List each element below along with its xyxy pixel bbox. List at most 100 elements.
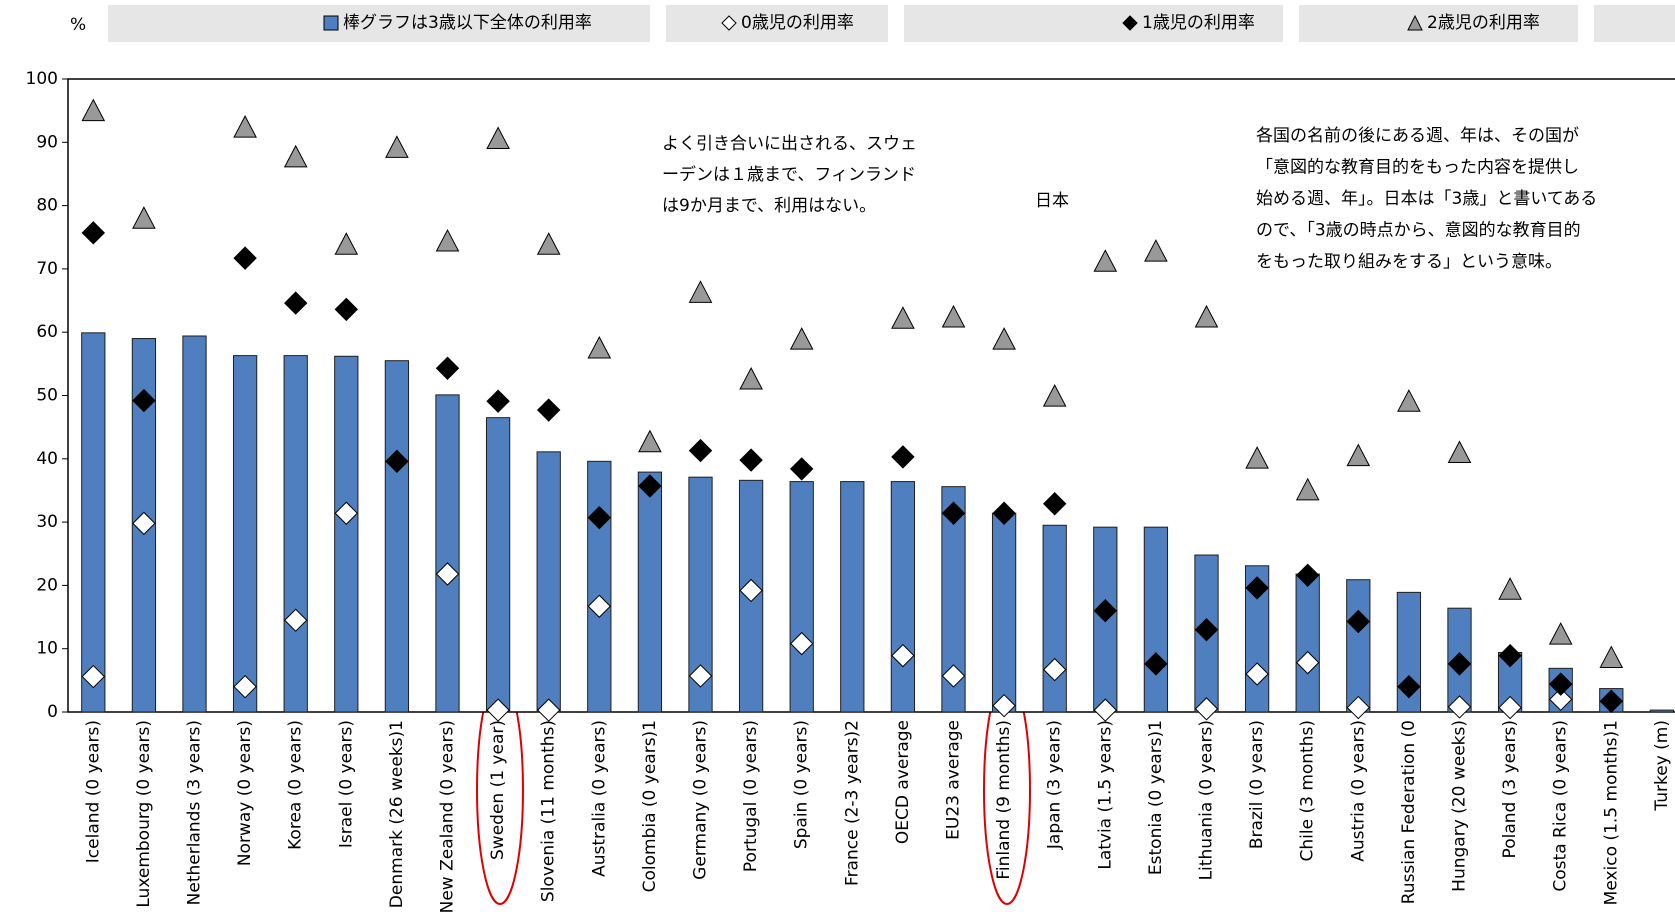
diamond-marker xyxy=(992,693,1016,718)
legend-swatch xyxy=(721,15,737,31)
diamond-marker xyxy=(1042,492,1067,516)
annotation-text: ーデンは１歳まで、フィンランド xyxy=(662,164,916,185)
triangle-marker xyxy=(435,228,460,252)
diamond-marker xyxy=(789,457,814,481)
diamond-marker xyxy=(1295,650,1320,675)
diamond-marker xyxy=(638,474,662,498)
diamond-marker xyxy=(283,608,308,632)
bar xyxy=(890,481,916,713)
x-tick-label: Germany (0 years) xyxy=(691,720,711,880)
x-tick-label: Slovenia (11 months) xyxy=(539,720,559,902)
diamond-marker xyxy=(1498,695,1522,720)
diamond-marker xyxy=(1397,674,1421,699)
annotation-text: 各国の名前の後にある週、年は、その国が xyxy=(1256,126,1579,146)
triangle-marker xyxy=(132,206,156,229)
y-axis-label: % xyxy=(70,15,86,35)
diamond-marker xyxy=(486,698,510,722)
bar xyxy=(1295,573,1320,713)
bar xyxy=(991,512,1017,713)
x-tick-label: Latvia (1.5 years) xyxy=(1095,720,1115,870)
bar xyxy=(485,417,511,713)
y-tick-label: 90 xyxy=(36,132,58,152)
x-tick-label: Korea (0 years) xyxy=(286,720,306,850)
x-tick-label: Iceland (0 years) xyxy=(83,720,103,863)
bar xyxy=(941,486,966,713)
diamond-marker xyxy=(1599,689,1624,713)
y-tick-label: 100 xyxy=(26,69,58,89)
annotation-box xyxy=(1248,118,1653,282)
triangle-marker xyxy=(1295,477,1320,501)
triangle-marker xyxy=(1397,389,1421,412)
triangle-marker xyxy=(587,335,612,359)
bar xyxy=(1042,524,1067,713)
y-tick-label: 70 xyxy=(36,259,58,279)
bar xyxy=(1143,526,1169,713)
diamond-marker xyxy=(1498,643,1522,668)
x-tick-label: Lithuania (0 years) xyxy=(1197,720,1217,880)
bar xyxy=(1346,579,1371,713)
annotation-text: よく引き合いに出される、スウェ xyxy=(662,134,917,154)
y-tick-label: 60 xyxy=(36,322,58,342)
bar xyxy=(637,471,663,713)
diamond-marker xyxy=(1548,687,1573,712)
diamond-marker xyxy=(891,643,915,668)
triangle-marker xyxy=(1042,384,1067,407)
bar xyxy=(182,335,207,713)
diamond-marker xyxy=(1548,672,1573,696)
annotation-box xyxy=(654,126,944,225)
diamond-marker xyxy=(536,398,561,422)
annotation-text: 始める週、年」。日本は「3歳」と書いてある xyxy=(1256,189,1597,209)
bar xyxy=(435,394,460,713)
bar xyxy=(283,355,308,713)
x-tick-label: Austria (0 years) xyxy=(1348,720,1368,862)
diamond-marker xyxy=(1194,697,1219,721)
diamond-marker xyxy=(789,631,814,656)
y-tick-label: 30 xyxy=(36,512,58,532)
triangle-marker xyxy=(1194,304,1219,328)
diamond-marker xyxy=(233,246,257,270)
diamond-marker xyxy=(1245,576,1269,600)
bar xyxy=(81,332,106,713)
triangle-marker xyxy=(1498,577,1522,600)
diamond-marker xyxy=(992,501,1016,525)
diamond-marker xyxy=(688,664,713,688)
diamond-marker xyxy=(435,356,460,380)
triangle-marker xyxy=(536,232,561,255)
triangle-marker xyxy=(992,327,1016,350)
diamond-marker xyxy=(1093,599,1118,623)
legend-label: 2歳児の利用率 xyxy=(1427,13,1540,33)
diamond-marker xyxy=(1447,652,1472,676)
triangle-marker xyxy=(789,327,814,350)
diamond-marker xyxy=(81,664,106,689)
diamond-marker xyxy=(1245,662,1269,686)
diamond-marker xyxy=(1042,657,1067,682)
triangle-marker xyxy=(1447,440,1472,463)
diamond-marker xyxy=(486,389,510,413)
bar xyxy=(1649,709,1675,713)
diamond-marker xyxy=(941,501,966,525)
x-tick-label: Netherlands (3 years) xyxy=(185,720,205,905)
x-tick-label: Norway (0 years) xyxy=(235,720,255,866)
x-tick-label: Japan (3 years) xyxy=(1045,720,1065,850)
diamond-marker xyxy=(334,297,359,322)
x-tick-label: Brazil (0 years) xyxy=(1247,720,1267,849)
legend-swatch xyxy=(1122,15,1138,31)
legend-label: 棒グラフは3歳以下全体の利用率 xyxy=(343,13,592,33)
triangle-marker xyxy=(688,280,713,303)
annotation-text: は9か月まで、利用はない。 xyxy=(662,196,876,216)
legend-swatch xyxy=(323,15,339,31)
y-tick-label: 0 xyxy=(47,702,58,722)
bar xyxy=(840,481,865,713)
bar xyxy=(587,460,612,713)
diamond-marker xyxy=(1346,609,1371,634)
triangle-marker xyxy=(1346,443,1371,467)
x-tick-label: EU23 average xyxy=(944,720,964,840)
triangle-marker xyxy=(233,115,257,138)
y-tick-label: 10 xyxy=(36,639,58,659)
triangle-marker xyxy=(1599,645,1624,669)
triangle-marker xyxy=(739,366,763,390)
x-tick-label: Luxembourg (0 years) xyxy=(134,720,154,908)
annotation-text: 日本 xyxy=(1035,191,1069,211)
x-tick-label: Colombia (0 years)1 xyxy=(640,720,660,892)
